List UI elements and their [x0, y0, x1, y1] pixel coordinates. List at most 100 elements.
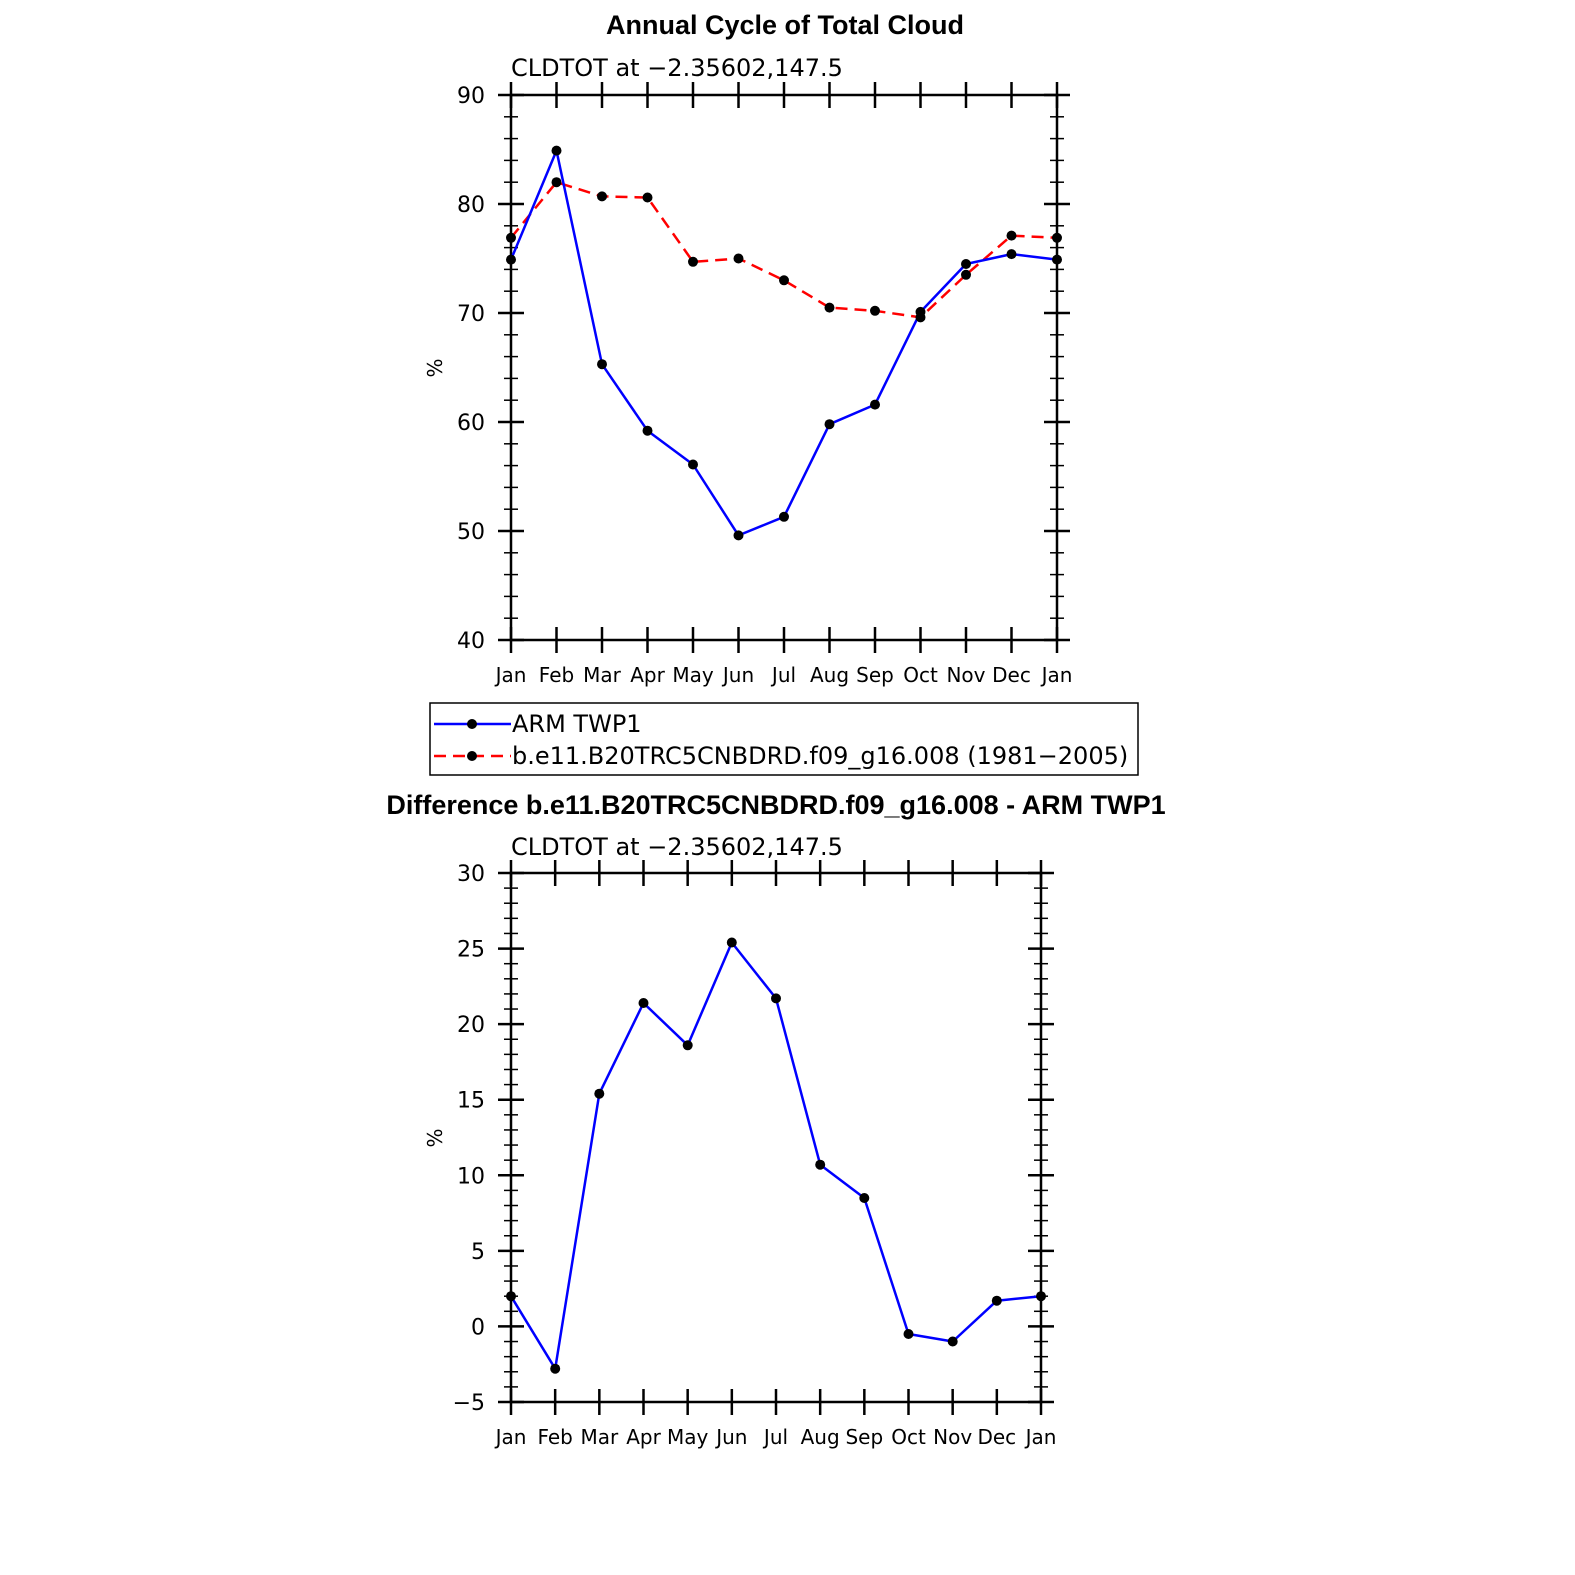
x-tick-label: Aug — [810, 663, 849, 687]
data-point — [551, 177, 562, 188]
data-point — [642, 425, 653, 436]
y-tick-label: 60 — [457, 411, 485, 436]
data-point — [551, 145, 562, 156]
data-point — [771, 993, 781, 1004]
data-point — [903, 1329, 914, 1339]
data-point — [824, 419, 835, 430]
annual-cycle-chart: Annual Cycle of Total Cloud CLDTOT at −2… — [423, 10, 1072, 687]
plot-area: 40 50 60 70 80 90 Jan Feb Mar Apr May Jun Jul Aug Sep O… — [457, 82, 1072, 687]
legend-box — [429, 702, 1139, 776]
x-tick-label: Feb — [539, 663, 574, 687]
series-line — [509, 149, 1058, 537]
y-tick-label: 50 — [457, 520, 485, 545]
x-tick-label: Oct — [903, 663, 938, 687]
x-tick-label: Jan — [1040, 663, 1073, 687]
legend-marker-arm — [467, 719, 477, 729]
plot-area: −5 0 5 10 15 20 25 30 Jan Feb Mar Apr May Jun Jul Aug Se… — [453, 860, 1057, 1449]
y-tick-label: 30 — [457, 862, 485, 887]
difference-chart: Difference b.e11.B20TRC5CNBDRD.f09_g16.0… — [386, 790, 1165, 1449]
plot-frame — [509, 93, 1059, 642]
legend-label-model: b.e11.B20TRC5CNBDRD.f09_g16.008 (1981−20… — [512, 742, 1128, 770]
x-tick-label: Apr — [630, 663, 665, 687]
y-tick-label: 90 — [457, 84, 485, 109]
data-point — [870, 399, 880, 410]
y-tick-label: 40 — [457, 629, 485, 654]
x-tick-label: Aug — [801, 1425, 840, 1449]
chart-title: Difference b.e11.B20TRC5CNBDRD.f09_g16.0… — [386, 790, 1165, 820]
data-point — [1052, 232, 1062, 243]
legend-marker-model — [467, 751, 477, 761]
y-axis-label: % — [423, 358, 447, 377]
data-point — [597, 191, 607, 202]
y-tick-label: 10 — [457, 1164, 485, 1189]
x-tick-label: Jul — [770, 663, 796, 687]
data-point — [506, 254, 516, 265]
plot-frame — [509, 871, 1043, 1404]
y-tick-label: 25 — [457, 938, 485, 963]
x-tick-label: Jul — [762, 1425, 788, 1449]
chart-subtitle: CLDTOT at −2.35602,147.5 — [511, 54, 843, 82]
y-tick-label: 70 — [457, 302, 485, 327]
data-point — [733, 530, 744, 541]
series-line — [510, 180, 1058, 319]
data-point — [1006, 249, 1017, 260]
chart-title: Annual Cycle of Total Cloud — [606, 10, 964, 40]
data-point — [688, 256, 698, 267]
legend: ARM TWP1 b.e11.B20TRC5CNBDRD.f09_g16.008… — [429, 702, 1139, 776]
data-point — [915, 306, 926, 317]
x-tick-label: Dec — [977, 1425, 1016, 1449]
data-point — [594, 1088, 605, 1099]
data-point — [1052, 254, 1062, 265]
y-tick-label: 0 — [471, 1315, 485, 1340]
data-point — [642, 192, 653, 203]
x-tick-label: Jun — [721, 663, 754, 687]
x-tick-label: Dec — [992, 663, 1031, 687]
data-point — [733, 253, 744, 264]
data-point — [779, 275, 789, 286]
y-tick-label: −5 — [453, 1391, 485, 1416]
y-tick-label: 5 — [471, 1240, 485, 1265]
x-tick-label: Nov — [946, 663, 985, 687]
x-tick-label: Jan — [494, 1425, 527, 1449]
data-point — [506, 1291, 516, 1302]
data-point — [688, 459, 698, 470]
y-tick-label: 20 — [457, 1013, 485, 1038]
data-point — [815, 1159, 826, 1170]
data-point — [870, 305, 880, 316]
y-tick-label: 80 — [457, 193, 485, 218]
data-point — [779, 511, 789, 522]
x-tick-label: May — [667, 1425, 709, 1449]
x-tick-label: Sep — [845, 1425, 883, 1449]
x-tick-label: Apr — [626, 1425, 661, 1449]
y-axis-label: % — [423, 1128, 447, 1147]
chart-subtitle: CLDTOT at −2.35602,147.5 — [511, 833, 843, 861]
data-point — [638, 998, 649, 1008]
x-tick-label: Oct — [891, 1425, 926, 1449]
x-tick-label: Mar — [580, 1425, 619, 1449]
data-point — [961, 269, 971, 280]
x-tick-label: Feb — [537, 1425, 572, 1449]
x-tick-label: Jun — [714, 1425, 747, 1449]
data-point — [506, 232, 516, 243]
data-point — [1036, 1291, 1046, 1302]
data-point — [726, 937, 737, 948]
data-point — [597, 359, 607, 370]
data-point — [824, 302, 835, 313]
data-point — [947, 1336, 958, 1347]
series-line — [509, 941, 1042, 1370]
data-point — [859, 1193, 870, 1203]
x-tick-label: Sep — [856, 663, 894, 687]
y-tick-label: 15 — [457, 1089, 485, 1114]
data-point — [550, 1363, 561, 1374]
x-tick-label: Mar — [583, 663, 622, 687]
legend-label-arm: ARM TWP1 — [512, 710, 642, 738]
x-tick-label: Jan — [1024, 1425, 1057, 1449]
x-tick-label: Nov — [933, 1425, 972, 1449]
data-point — [1006, 230, 1017, 241]
data-point — [991, 1295, 1002, 1306]
data-point — [961, 259, 971, 269]
x-tick-label: May — [672, 663, 714, 687]
data-point — [682, 1040, 693, 1051]
x-tick-label: Jan — [494, 663, 527, 687]
